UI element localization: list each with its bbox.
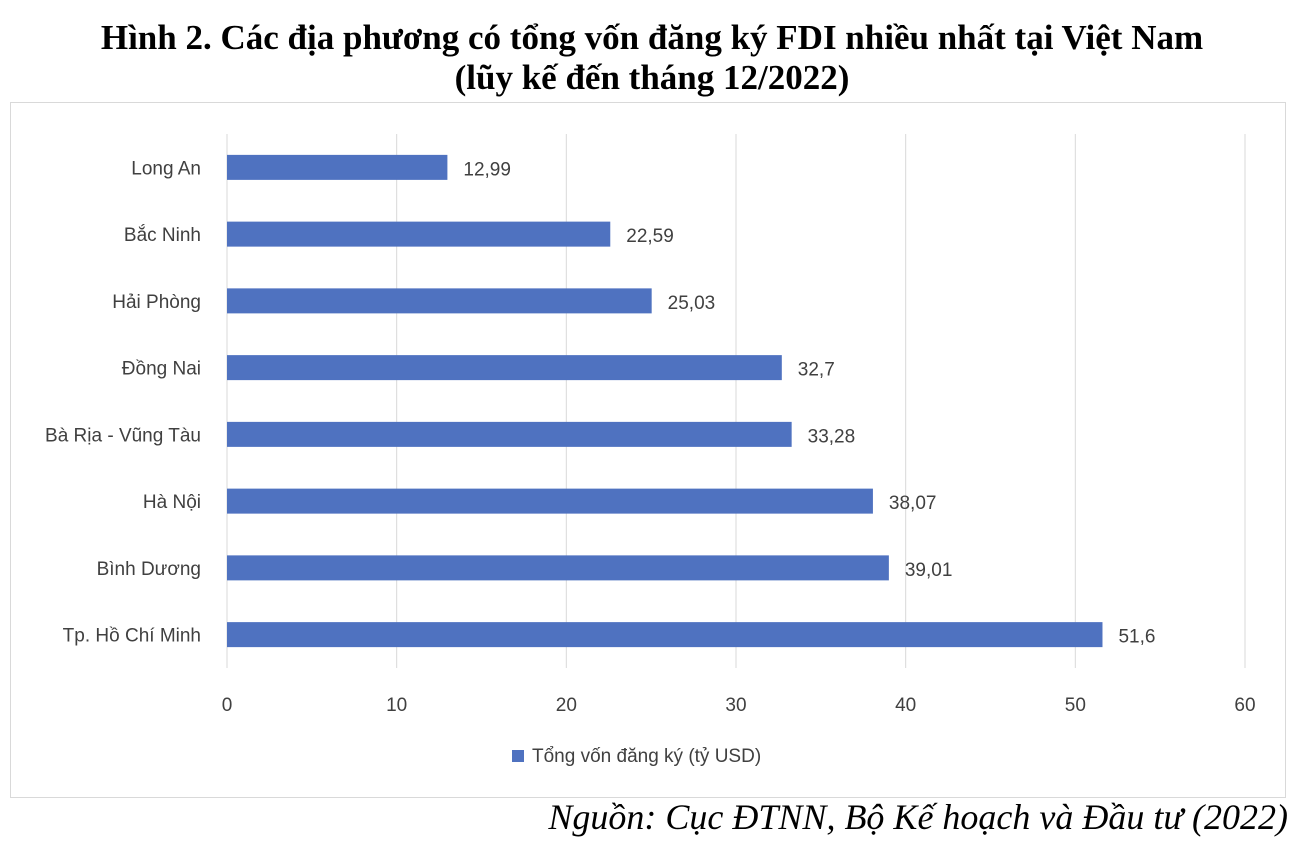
x-tick-label: 0 [222, 695, 233, 716]
legend-swatch [512, 750, 524, 762]
category-label: Tp. Hồ Chí Minh [63, 626, 201, 647]
data-label: 38,07 [889, 493, 937, 514]
x-tick-label: 50 [1065, 695, 1086, 716]
legend-label: Tổng vốn đăng ký (tỷ USD) [532, 746, 761, 767]
bar-chart: 0 10 20 30 40 50 60 Long An 12,99 Bắc Ninh 22,59 Hả… [45, 134, 1256, 767]
category-label: Hải Phòng [112, 292, 201, 313]
chart-area [10, 102, 1286, 798]
data-label: 51,6 [1118, 627, 1155, 648]
x-tick-label: 10 [386, 695, 407, 716]
bar [227, 488, 873, 514]
bar [227, 622, 1103, 648]
category-label: Long An [131, 158, 201, 179]
data-label: 25,03 [668, 293, 716, 314]
chart-title-line-1: Hình 2. Các địa phương có tổng vốn đăng … [100, 18, 1204, 57]
data-label: 22,59 [626, 226, 674, 247]
bar [227, 221, 611, 247]
category-label: Bình Dương [97, 559, 201, 580]
data-label: 33,28 [808, 426, 856, 447]
bar [227, 355, 782, 381]
source-note: Nguồn: Cục ĐTNN, Bộ Kế hoạch và Đầu tư (… [548, 797, 1288, 837]
category-label: Bà Rịa - Vũng Tàu [45, 425, 201, 446]
x-tick-label: 60 [1234, 695, 1255, 716]
category-label: Bắc Ninh [124, 224, 201, 246]
data-label: 32,7 [798, 360, 835, 381]
data-label: 39,01 [905, 560, 953, 581]
chart-title-line-2: (lũy kế đến tháng 12/2022) [454, 58, 850, 97]
data-label: 12,99 [463, 159, 511, 180]
category-label: Đồng Nai [122, 359, 201, 380]
category-label: Hà Nội [143, 492, 201, 513]
x-tick-label: 30 [725, 695, 746, 716]
bar [227, 154, 448, 180]
bar [227, 421, 792, 447]
bar [227, 555, 889, 581]
x-tick-label: 20 [556, 695, 577, 716]
x-tick-label: 40 [895, 695, 916, 716]
chart-title: Hình 2. Các địa phương có tổng vốn đăng … [0, 18, 1304, 98]
bar [227, 288, 652, 314]
